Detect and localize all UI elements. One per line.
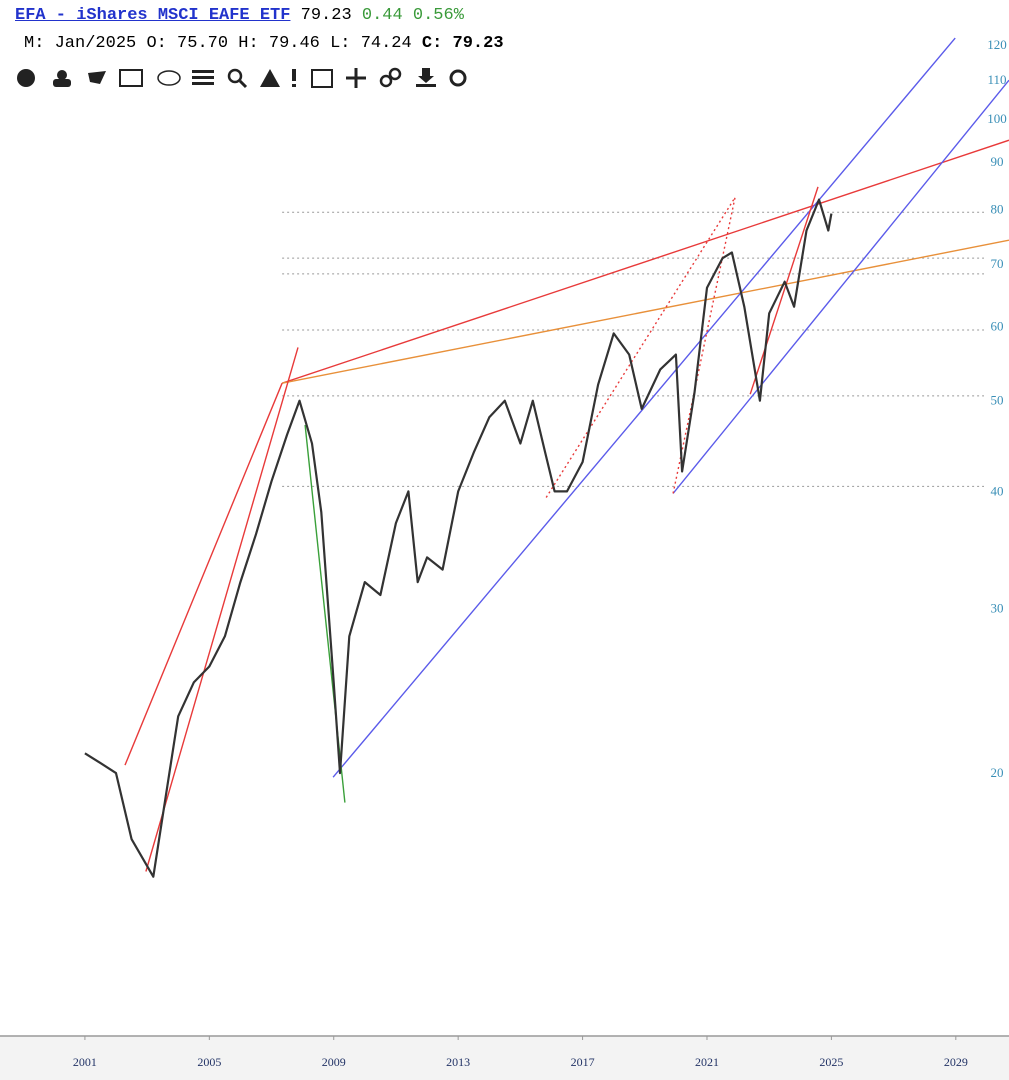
x-tick-label: 2009 xyxy=(322,1055,346,1069)
tool-alert[interactable] xyxy=(292,69,296,81)
tool-calendar[interactable] xyxy=(311,69,333,88)
y-tick-label: 90 xyxy=(991,154,1004,169)
tool-link-2 xyxy=(388,67,402,81)
trendline xyxy=(749,186,819,395)
bar-info-label: C: xyxy=(421,34,443,53)
y-tick-label: 20 xyxy=(991,765,1004,780)
bar-info-value: 75.70 xyxy=(177,34,229,53)
bar-info-label: H: xyxy=(238,34,259,53)
tool-search-handle xyxy=(238,79,248,89)
bar-info-value: 79.23 xyxy=(452,34,504,53)
bar-info-label: O: xyxy=(146,34,167,53)
change: 0.44 xyxy=(361,6,403,25)
x-tick-label: 2013 xyxy=(446,1055,470,1069)
tool-alert-dot xyxy=(292,84,296,87)
tool-comment[interactable] xyxy=(157,70,181,86)
tool-list-2 xyxy=(192,76,214,79)
trendline xyxy=(672,197,736,494)
x-axis-strip xyxy=(0,1036,1009,1080)
y-tick-label: 110 xyxy=(987,72,1006,87)
tool-people-body xyxy=(53,79,71,87)
trendline xyxy=(672,79,1009,494)
y-tick-label: 120 xyxy=(987,37,1007,52)
bar-info-value: Jan/2025 xyxy=(54,34,137,53)
header-line-1: EFA - iShares MSCI EAFE ETF 79.23 0.44 0… xyxy=(15,6,464,25)
y-tick-label: 60 xyxy=(991,319,1004,334)
tool-link[interactable] xyxy=(379,74,393,88)
tool-list-3 xyxy=(192,82,214,85)
tool-triangle[interactable] xyxy=(260,69,280,87)
header-line-2: M: Jan/2025 O: 75.70 H: 79.46 L: 74.24 C… xyxy=(24,34,514,53)
x-tick-label: 2001 xyxy=(73,1055,97,1069)
x-tick-label: 2005 xyxy=(197,1055,221,1069)
y-tick-label: 70 xyxy=(991,256,1004,271)
trendline xyxy=(545,197,736,498)
trendline xyxy=(281,139,1009,384)
tool-search[interactable] xyxy=(227,68,243,84)
tool-people[interactable] xyxy=(57,70,67,80)
bar-info-value: 74.24 xyxy=(360,34,412,53)
chart-title[interactable]: EFA - iShares MSCI EAFE ETF xyxy=(15,6,291,25)
trendline xyxy=(281,239,1009,384)
tool-download[interactable] xyxy=(416,68,436,87)
tool-move[interactable] xyxy=(346,68,366,88)
y-tick-label: 30 xyxy=(991,600,1004,615)
trendline xyxy=(145,347,299,872)
x-tick-label: 2025 xyxy=(819,1055,843,1069)
y-tick-label: 100 xyxy=(987,111,1007,126)
bar-info-label: M: xyxy=(24,34,45,53)
x-tick-label: 2017 xyxy=(571,1055,595,1069)
tool-list[interactable] xyxy=(192,70,214,73)
tool-bird[interactable] xyxy=(88,71,106,84)
y-tick-label: 50 xyxy=(991,393,1004,408)
bar-info-value: 79.46 xyxy=(268,34,320,53)
tool-image[interactable] xyxy=(119,69,143,87)
change-pct: 0.56% xyxy=(412,6,464,25)
last-price: 79.23 xyxy=(300,6,352,25)
bar-info-label: L: xyxy=(330,34,351,53)
tool-refresh[interactable] xyxy=(449,69,467,87)
x-tick-label: 2021 xyxy=(695,1055,719,1069)
y-tick-label: 80 xyxy=(991,202,1004,217)
x-tick-label: 2029 xyxy=(944,1055,968,1069)
y-tick-label: 40 xyxy=(991,483,1004,498)
trendline xyxy=(332,37,956,778)
tool-gauge[interactable] xyxy=(17,69,35,87)
price-line xyxy=(84,198,833,878)
toolbar[interactable] xyxy=(17,67,467,89)
trendline xyxy=(124,382,283,766)
